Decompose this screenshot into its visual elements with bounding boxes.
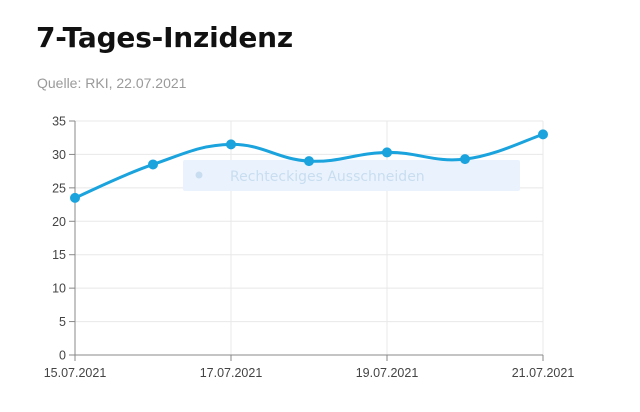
y-tick-label: 20 (52, 215, 66, 229)
data-point (460, 154, 470, 165)
y-tick-label: 5 (59, 315, 66, 329)
x-tick-label: 15.07.2021 (44, 366, 107, 380)
y-tick-label: 30 (52, 148, 66, 162)
data-point (148, 159, 158, 170)
y-tick-label: 10 (52, 282, 66, 296)
data-points (70, 129, 548, 203)
y-tick-label: 0 (59, 349, 66, 363)
data-point (382, 147, 392, 158)
data-point (226, 139, 236, 150)
source-note: Quelle: RKI, 22.07.2021 (37, 75, 187, 91)
x-tick-label: 17.07.2021 (200, 366, 263, 380)
x-tick-labels: 15.07.2021 17.07.2021 19.07.2021 21.07.2021 (44, 366, 575, 380)
data-point (538, 129, 548, 140)
data-point (70, 192, 80, 203)
y-tick-label: 15 (52, 248, 66, 262)
record-dot-icon (195, 171, 203, 179)
data-point (304, 156, 314, 167)
axes (69, 120, 544, 361)
y-tick-labels: 0 5 10 15 20 25 30 35 (52, 115, 66, 363)
y-tick-label: 25 (52, 181, 66, 195)
overlay-label: Rechteckiges Ausschneiden (230, 169, 425, 185)
chart-title: 7-Tages-Inzidenz (36, 21, 294, 54)
screen-capture-overlay: Rechteckiges Ausschneiden (183, 160, 520, 191)
x-tick-label: 21.07.2021 (512, 366, 575, 380)
overlay-box (183, 160, 520, 191)
x-tick-label: 19.07.2021 (356, 366, 419, 380)
grid (75, 120, 544, 355)
y-tick-label: 35 (52, 115, 66, 129)
